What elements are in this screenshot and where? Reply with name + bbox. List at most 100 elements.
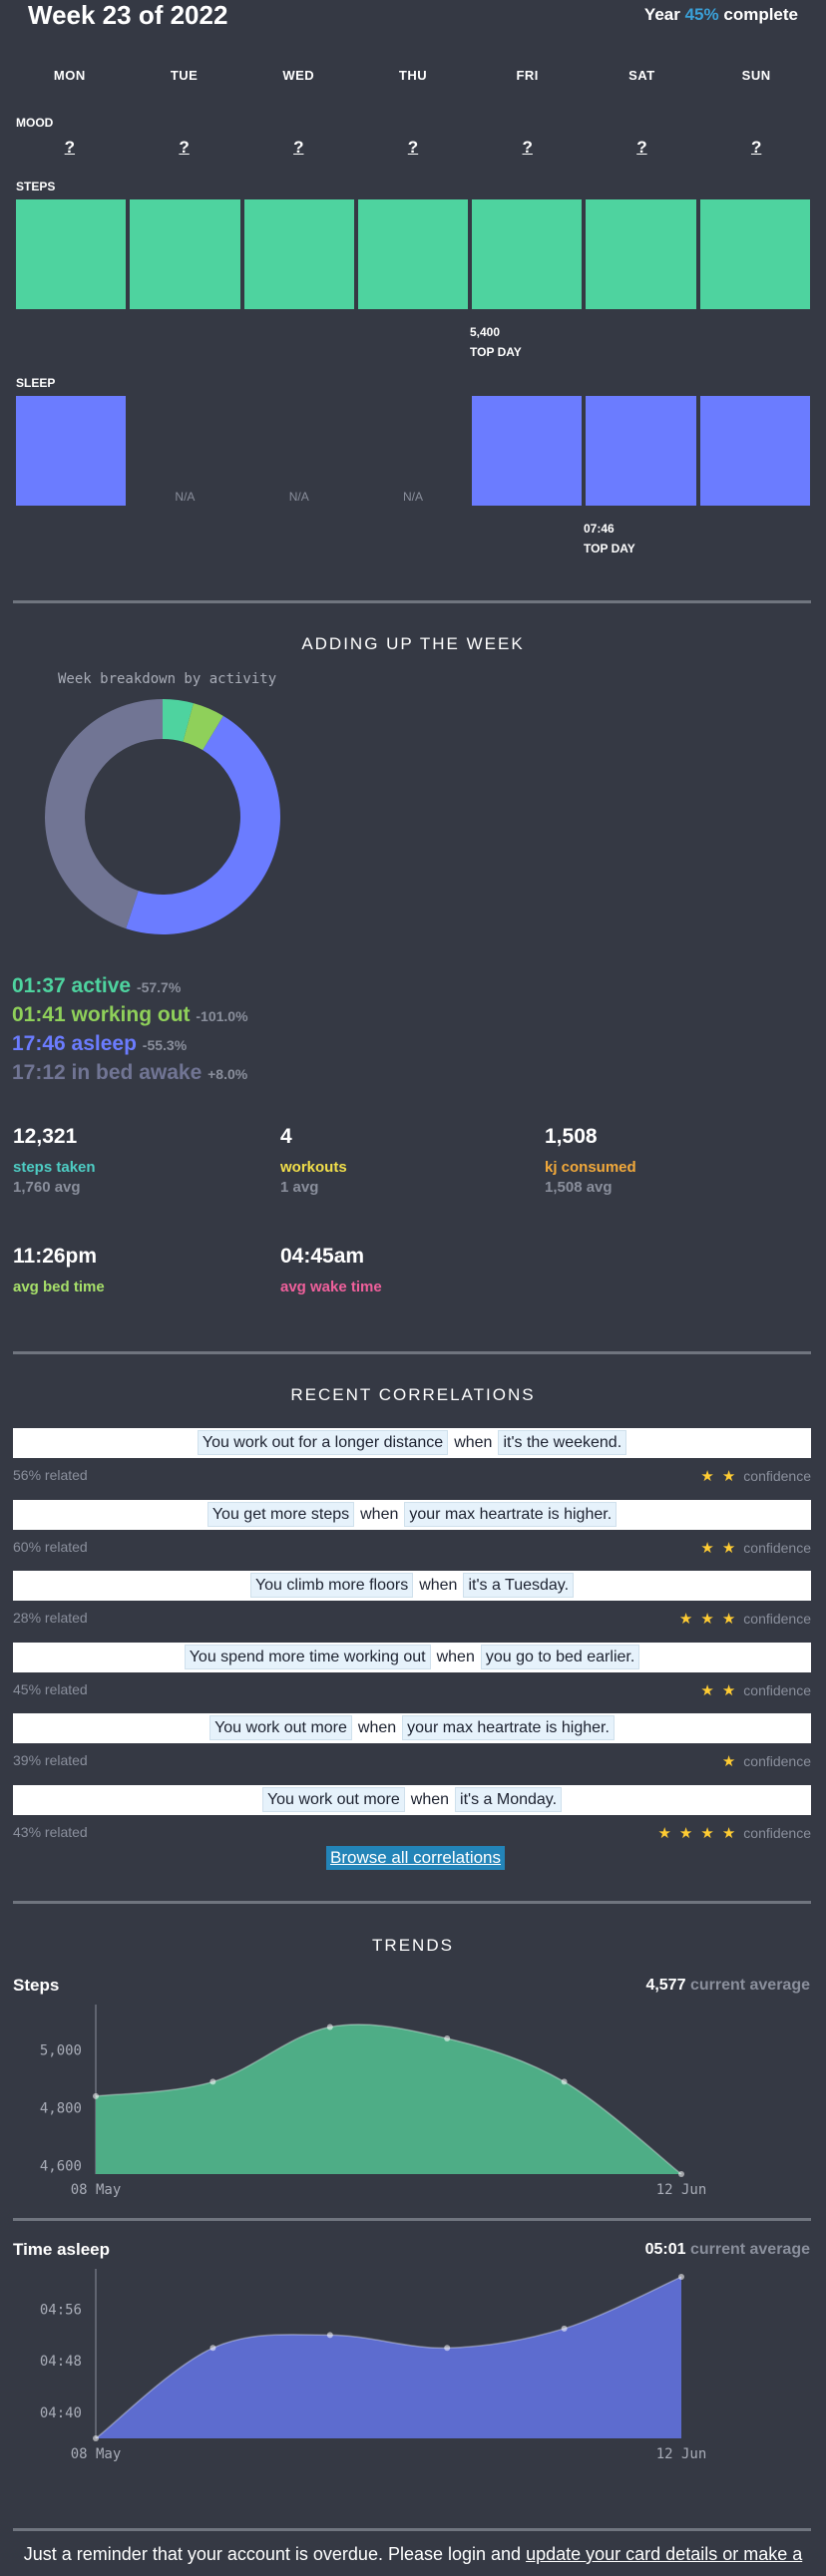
correlation-when: when bbox=[357, 1719, 397, 1736]
steps-bars bbox=[16, 199, 810, 309]
steps-label: STEPS bbox=[16, 180, 56, 193]
kpi-avg: 1,508 avg bbox=[545, 1179, 613, 1196]
na-label: N/A bbox=[402, 490, 423, 504]
mood-link[interactable]: ? bbox=[293, 138, 304, 157]
area-fill bbox=[96, 2277, 681, 2438]
kpi-value: 1,508 bbox=[545, 1125, 598, 1148]
trend-title: Steps bbox=[13, 1976, 60, 1995]
page-title: Week 23 of 2022 bbox=[28, 0, 228, 30]
divider bbox=[13, 1901, 811, 1904]
divider bbox=[13, 600, 811, 603]
correlation-statement: You climb more floors when it's a Tuesday. bbox=[13, 1571, 811, 1601]
correlation-when: when bbox=[419, 1577, 458, 1594]
activity-value: 01:41 working out bbox=[12, 1003, 191, 1026]
confidence-stars: ★ ★ bbox=[700, 1682, 743, 1699]
correlation-meta: 45% related ★ ★ confidence bbox=[13, 1672, 811, 1704]
x-tick-label: 12 Jun bbox=[656, 2182, 707, 2198]
steps-trend-chart: 4,600 4,800 5,000 08 May 12 Jun bbox=[40, 2005, 707, 2198]
mood-link[interactable]: ? bbox=[179, 138, 190, 157]
kpi-wake-time: 04:45am avg wake time bbox=[280, 1245, 382, 1295]
star-icon: ★ bbox=[700, 1824, 714, 1842]
star-icon: ★ bbox=[721, 1753, 736, 1770]
sleep-label: SLEEP bbox=[16, 376, 56, 390]
activity-value: 17:12 in bed awake bbox=[12, 1061, 203, 1084]
area-fill bbox=[96, 2024, 681, 2174]
x-tick-label: 08 May bbox=[71, 2446, 122, 2462]
correlation-related: 56% related bbox=[13, 1467, 88, 1483]
y-tick-label: 04:40 bbox=[40, 2405, 82, 2421]
star-icon: ★ bbox=[721, 1539, 736, 1557]
na-label: N/A bbox=[288, 490, 309, 504]
kpi-avg: 1 avg bbox=[280, 1179, 319, 1196]
correlation-condition: it's a Tuesday. bbox=[463, 1573, 575, 1598]
update-card-link[interactable]: update your card details or make a bbox=[526, 2544, 803, 2564]
kpi-value: 11:26pm bbox=[13, 1245, 98, 1268]
correlation-statement: You get more steps when your max heartrate… bbox=[13, 1499, 811, 1530]
kpi-value: 4 bbox=[280, 1125, 292, 1148]
correlation-meta: 28% related ★ ★ ★ confidence bbox=[13, 1601, 811, 1633]
correlation-subject: You work out for a longer distance bbox=[197, 1430, 449, 1455]
y-tick-label: 04:48 bbox=[40, 2354, 82, 2370]
divider bbox=[13, 2528, 811, 2531]
correlation-item: You work out more when it's a Monday. 43% r… bbox=[13, 1784, 811, 1847]
correlation-item: You work out for a longer distance when it… bbox=[13, 1428, 811, 1490]
data-point bbox=[444, 2345, 451, 2352]
mood-link[interactable]: ? bbox=[750, 138, 762, 157]
kpi-label: kj consumed bbox=[545, 1159, 636, 1176]
steps-top-label: TOP DAY bbox=[470, 345, 522, 359]
steps-bar bbox=[472, 199, 583, 309]
day-label: SAT bbox=[628, 68, 655, 83]
kpi-avg: 1,760 avg bbox=[13, 1179, 81, 1196]
year-prefix: Year bbox=[643, 5, 680, 24]
confidence-rating: ★ confidence bbox=[722, 1752, 811, 1770]
trend-sub: current average bbox=[689, 2241, 810, 2258]
data-point bbox=[326, 2024, 333, 2030]
y-tick-label: 4,800 bbox=[40, 2100, 82, 2116]
kpi-bed-time: 11:26pm avg bed time bbox=[13, 1245, 105, 1295]
browse-correlations-link[interactable]: Browse all correlations bbox=[326, 1846, 506, 1870]
activity-value: 17:46 asleep bbox=[12, 1032, 137, 1055]
data-point bbox=[93, 2092, 99, 2099]
sleep-bars: N/A N/A N/A bbox=[16, 396, 810, 506]
star-icon: ★ bbox=[721, 1468, 736, 1485]
correlation-condition: your max heartrate is higher. bbox=[404, 1501, 618, 1527]
area-line bbox=[95, 2276, 682, 2439]
star-icon: ★ bbox=[721, 1611, 736, 1628]
section-heading: TRENDS bbox=[372, 1936, 454, 1955]
steps-top-day: 5,400 TOP DAY bbox=[470, 322, 522, 362]
confidence-label: confidence bbox=[743, 1468, 811, 1484]
correlation-meta: 60% related ★ ★ confidence bbox=[13, 1530, 811, 1562]
data-point bbox=[561, 2078, 568, 2085]
kpi-steps: 12,321 steps taken 1,760 avg bbox=[13, 1125, 96, 1196]
steps-bar bbox=[699, 199, 810, 309]
mood-link[interactable]: ? bbox=[636, 138, 647, 157]
data-point bbox=[678, 2171, 684, 2177]
data-point bbox=[678, 2274, 684, 2280]
confidence-label: confidence bbox=[743, 1681, 811, 1698]
trend-title: Time asleep bbox=[13, 2240, 111, 2259]
correlation-statement: You spend more time working out when you g… bbox=[13, 1642, 811, 1672]
x-tick-label: 08 May bbox=[71, 2182, 122, 2198]
donut-slice-active bbox=[163, 699, 194, 742]
steps-bar bbox=[16, 199, 127, 309]
day-label: THU bbox=[398, 68, 428, 83]
correlation-condition: it's the weekend. bbox=[498, 1430, 627, 1455]
activity-row: 17:46 asleep -55.3% bbox=[12, 1030, 248, 1059]
mood-link[interactable]: ? bbox=[522, 138, 533, 157]
activity-row: 17:12 in bed awake +8.0% bbox=[12, 1059, 248, 1088]
mood-link[interactable]: ? bbox=[407, 138, 419, 157]
data-point bbox=[93, 2435, 99, 2441]
mood-link[interactable]: ? bbox=[64, 138, 76, 157]
mood-label: MOOD bbox=[16, 116, 54, 130]
sleep-top-day: 07:46 TOP DAY bbox=[584, 519, 635, 558]
data-point bbox=[209, 2078, 216, 2085]
steps-top-value: 5,400 bbox=[470, 325, 501, 339]
activity-row: 01:37 active -57.7% bbox=[12, 972, 248, 1001]
kpi-value: 04:45am bbox=[280, 1245, 365, 1268]
kpi-workouts: 4 workouts 1 avg bbox=[280, 1125, 347, 1196]
year-progress: Year 45% complete bbox=[644, 5, 798, 25]
sleep-bar bbox=[586, 396, 696, 506]
confidence-stars: ★ ★ bbox=[700, 1539, 743, 1557]
confidence-label: confidence bbox=[743, 1539, 811, 1556]
correlation-when: when bbox=[410, 1790, 450, 1808]
